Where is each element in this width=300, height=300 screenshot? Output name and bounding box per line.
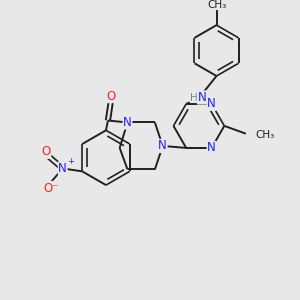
Text: O⁻: O⁻ xyxy=(43,182,59,194)
Text: N: N xyxy=(58,162,67,175)
Text: CH₃: CH₃ xyxy=(207,0,226,10)
Text: N: N xyxy=(207,141,216,154)
Text: CH₃: CH₃ xyxy=(256,130,275,140)
Text: +: + xyxy=(68,157,74,166)
Text: O: O xyxy=(106,90,116,103)
Text: N: N xyxy=(158,140,167,152)
Text: N: N xyxy=(123,116,132,129)
Text: N: N xyxy=(207,98,216,110)
Text: H: H xyxy=(190,92,198,103)
Text: O: O xyxy=(41,145,51,158)
Text: N: N xyxy=(197,91,206,104)
